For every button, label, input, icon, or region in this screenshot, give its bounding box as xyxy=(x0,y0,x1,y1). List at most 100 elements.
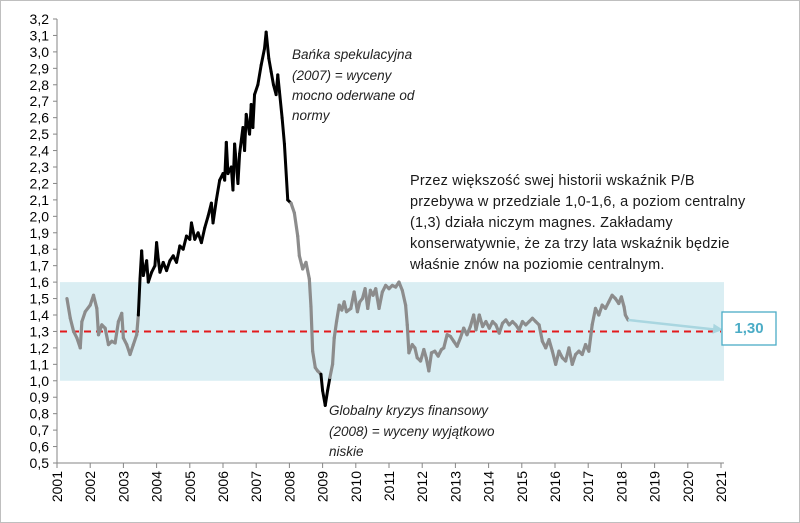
pb-ratio-segment xyxy=(587,323,594,353)
annotation-bubble-line: mocno oderwane od xyxy=(292,88,415,103)
x-tick-label: 2015 xyxy=(514,471,530,502)
y-tick-label: 0,8 xyxy=(30,406,50,422)
pb-ratio-segment xyxy=(355,300,362,314)
pb-ratio-segment xyxy=(146,270,154,284)
pb-ratio-segment xyxy=(334,303,341,324)
commentary-line: przebywa w przedziale 1,0-1,6, a poziom … xyxy=(410,194,746,210)
x-tick-label: 2003 xyxy=(115,471,131,502)
pb-ratio-segment xyxy=(332,319,339,340)
pb-ratio-segment xyxy=(292,211,300,238)
x-tick-label: 2006 xyxy=(215,471,231,502)
forecast-arrowhead xyxy=(712,323,723,334)
pb-ratio-segment xyxy=(136,277,142,317)
pb-ratio-segment xyxy=(175,244,182,264)
y-tick-label: 2,2 xyxy=(30,175,50,191)
forecast-line xyxy=(627,318,718,332)
y-tick-label: 1,6 xyxy=(30,274,50,290)
pb-ratio-segment xyxy=(413,346,419,360)
y-tick-label: 2,7 xyxy=(30,93,50,109)
y-tick-label: 1,2 xyxy=(30,340,50,356)
pb-ratio-segment xyxy=(135,313,140,337)
pb-ratio-segment xyxy=(323,389,330,407)
y-tick-label: 2,1 xyxy=(30,192,50,208)
x-tick-label: 2013 xyxy=(447,471,463,502)
pb-ratio-segment xyxy=(113,319,121,345)
pb-ratio-segment xyxy=(280,116,286,146)
annotation-crisis-line: niskie xyxy=(329,444,364,459)
pb-ratio-segment xyxy=(236,152,242,185)
pb-ratio-segment xyxy=(256,63,263,87)
commentary-line: (1,3) działa niczym magnes. Zakładamy xyxy=(410,215,673,231)
pb-ratio-segment xyxy=(224,140,230,176)
pb-ratio-segment xyxy=(251,93,257,130)
y-tick-label: 1,4 xyxy=(30,307,50,323)
pb-ratio-segment xyxy=(165,259,172,273)
pb-ratio-segment xyxy=(91,293,99,311)
annotation-crisis-line: (2008) = wyceny wyjątkowo xyxy=(329,424,495,439)
pb-ratio-segment xyxy=(68,316,76,334)
y-tick-label: 3,2 xyxy=(30,11,50,27)
y-tick-label: 1,3 xyxy=(30,323,50,339)
pb-ratio-segment xyxy=(497,321,505,335)
x-tick-label: 2002 xyxy=(82,471,98,502)
callout-box xyxy=(721,311,777,346)
pb-ratio-segment xyxy=(427,351,434,373)
pb-ratio-segment xyxy=(537,323,544,343)
y-tick-label: 0,7 xyxy=(30,422,50,438)
x-tick-label: 2008 xyxy=(281,471,297,502)
pb-ratio-segment xyxy=(304,260,311,281)
x-tick-label: 2004 xyxy=(149,471,165,502)
pb-ratio-segment xyxy=(155,241,160,261)
pb-ratio-segment xyxy=(328,362,335,380)
pb-ratio-segment xyxy=(326,375,332,393)
y-tick-label: 3,0 xyxy=(30,44,50,60)
pb-ratio-segment xyxy=(282,142,290,202)
pb-ratio-segment xyxy=(404,303,409,327)
pb-ratio-segment xyxy=(78,319,84,350)
pb-ratio-segment xyxy=(269,70,275,87)
pb-ratio-segment xyxy=(377,290,384,311)
pb-ratio-segment xyxy=(80,310,87,324)
pb-ratio-segment xyxy=(276,73,281,93)
pb-ratio-segment xyxy=(131,333,139,347)
annotation-bubble-line: (2007) = wyceny xyxy=(292,68,393,83)
pb-ratio-segment xyxy=(590,306,598,327)
pb-ratio-segment xyxy=(319,372,325,393)
y-tick-label: 1,5 xyxy=(30,291,50,307)
pb-ratio-segment xyxy=(95,306,101,337)
pb-ratio-segment xyxy=(296,234,301,258)
pb-ratio-segment xyxy=(203,214,210,230)
pb-ratio-segment xyxy=(199,226,207,245)
pb-ratio-segment xyxy=(259,47,266,67)
pb-ratio-segment xyxy=(65,296,72,320)
y-tick-label: 2,9 xyxy=(30,60,50,76)
x-tick-label: 2011 xyxy=(381,471,397,501)
commentary-line: właśnie znów na poziomie centralnym. xyxy=(409,257,665,273)
pb-ratio-segment xyxy=(309,305,315,353)
pb-ratio-segment xyxy=(214,178,222,202)
pb-ratio-segment xyxy=(267,56,273,74)
x-tick-label: 2020 xyxy=(680,471,696,502)
y-tick-label: 1,7 xyxy=(30,258,50,274)
annotation-bubble: Bańka spekulacyjna (2007) = wyceny mocno… xyxy=(292,47,418,123)
pb-ratio-segment xyxy=(442,333,449,350)
y-tick-label: 2,8 xyxy=(30,77,50,93)
commentary-text: Przez większość swej historii wskaźnik P… xyxy=(409,173,750,273)
y-tick-label: 0,9 xyxy=(30,389,50,405)
y-tick-label: 2,3 xyxy=(30,159,50,175)
y-tick-label: 2,4 xyxy=(30,143,50,159)
pb-ratio-segment xyxy=(181,234,188,251)
x-tick-label: 2021 xyxy=(713,471,729,502)
y-tick-label: 1,1 xyxy=(30,356,50,372)
pb-ratio-segment xyxy=(253,83,260,97)
pb-ratio-segment xyxy=(211,198,218,225)
annotation-crisis: Globalny kryzys finansowy (2008) = wycen… xyxy=(329,403,498,459)
y-tick-label: 1,0 xyxy=(30,373,50,389)
pb-ratio-segment xyxy=(405,323,411,355)
pb-ratio-segment xyxy=(128,343,135,357)
x-tick-label: 2009 xyxy=(315,471,331,502)
pb-ratio-segment xyxy=(619,295,626,309)
y-tick-label: 2,6 xyxy=(30,110,50,126)
y-tick-label: 1,9 xyxy=(30,225,50,241)
